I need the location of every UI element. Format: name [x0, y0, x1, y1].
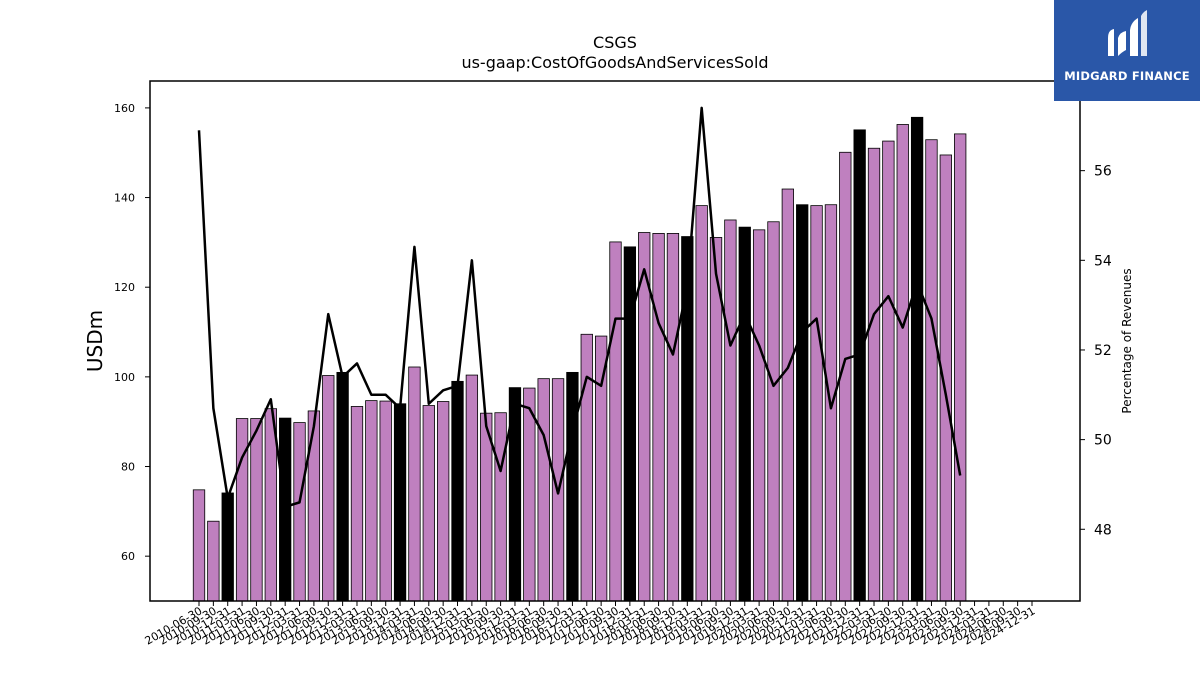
bar — [207, 520, 220, 602]
bar — [408, 366, 421, 602]
bar — [523, 387, 536, 602]
y-tick-label: 160 — [114, 102, 135, 115]
bar — [465, 374, 479, 602]
x-axis: 2010-06-302010-09-302010-12-312011-03-31… — [143, 601, 1038, 648]
bar — [365, 400, 378, 602]
line-layer — [197, 106, 962, 509]
bar — [810, 205, 823, 602]
brand-name: MIDGARD FINANCE — [1064, 69, 1190, 83]
bar — [609, 241, 622, 602]
y-tick-label: 60 — [121, 550, 135, 563]
y-tick-label: 120 — [114, 281, 135, 294]
right-axis: 48 50 52 54 56 — [1080, 164, 1112, 538]
bar — [781, 188, 794, 602]
chart-subtitle: us-gaap:CostOfGoodsAndServicesSold — [461, 53, 768, 72]
bars-layer — [192, 116, 967, 602]
bar — [293, 422, 306, 602]
bar — [752, 229, 766, 602]
bar — [867, 147, 881, 602]
bar — [307, 410, 321, 602]
y-tick-label: 100 — [114, 371, 135, 384]
bar — [566, 371, 579, 602]
bar — [695, 205, 708, 602]
bar — [925, 139, 938, 602]
bar — [336, 371, 349, 602]
bar — [494, 412, 507, 602]
bar — [437, 401, 450, 602]
bar — [796, 204, 809, 602]
bar — [580, 333, 593, 602]
bar — [350, 406, 364, 602]
bar — [882, 140, 895, 602]
bar — [322, 375, 335, 602]
bar — [954, 133, 967, 602]
left-axis: 60 80 100 120 140 160 — [114, 102, 150, 563]
bar — [393, 403, 407, 602]
bar — [537, 378, 550, 602]
y2-tick-label: 54 — [1094, 253, 1112, 269]
y2-tick-label: 50 — [1094, 433, 1112, 449]
chart-title: CSGS — [593, 33, 637, 52]
bar — [724, 219, 737, 602]
bar — [853, 129, 866, 602]
bar — [767, 221, 780, 602]
bar — [652, 233, 665, 602]
y-tick-label: 80 — [121, 461, 135, 474]
bar — [250, 418, 263, 602]
y-axis-label: USDm — [83, 310, 107, 372]
bar — [738, 226, 751, 602]
bar — [235, 418, 249, 602]
y2-tick-label: 52 — [1094, 343, 1112, 359]
midgard-logo-icon — [1108, 10, 1147, 56]
percentage-line — [197, 106, 962, 509]
bar — [192, 489, 206, 602]
y2-axis-label: Percentage of Revenues — [1120, 268, 1134, 413]
brand-logo: MIDGARD FINANCE — [1054, 0, 1200, 101]
y2-tick-label: 56 — [1094, 164, 1112, 180]
y-tick-label: 140 — [114, 192, 135, 205]
bar — [896, 124, 909, 602]
bar — [594, 335, 608, 602]
bar — [623, 246, 637, 602]
bar — [451, 380, 464, 602]
bar — [910, 116, 924, 602]
y2-tick-label: 48 — [1094, 522, 1112, 538]
bar — [379, 400, 392, 602]
bar — [422, 405, 435, 602]
bar — [666, 233, 680, 602]
bar — [221, 492, 234, 602]
bar — [279, 417, 292, 602]
